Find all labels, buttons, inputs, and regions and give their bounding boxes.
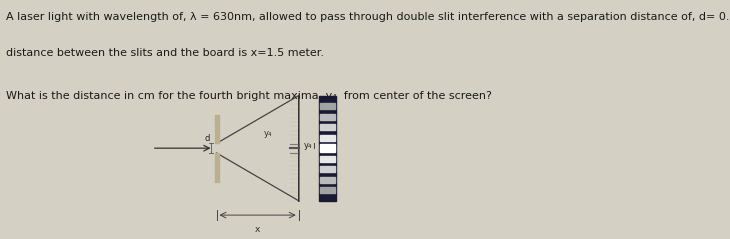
- Bar: [320, 156, 334, 162]
- Bar: [320, 103, 334, 109]
- Text: d: d: [205, 134, 210, 143]
- Text: A laser light with wavelength of, λ = 630nm, allowed to pass through double slit: A laser light with wavelength of, λ = 63…: [7, 12, 730, 22]
- Bar: [320, 124, 334, 130]
- Bar: [215, 115, 218, 143]
- Text: distance between the slits and the board is x=1.5 meter.: distance between the slits and the board…: [7, 48, 324, 58]
- Text: y₄: y₄: [304, 141, 312, 150]
- Bar: [320, 177, 334, 183]
- Text: y₄: y₄: [264, 129, 272, 138]
- Text: What is the distance in cm for the fourth bright maxima, y₄  from center of the : What is the distance in cm for the fourt…: [7, 91, 492, 101]
- Bar: [320, 114, 334, 120]
- Text: x: x: [255, 225, 261, 234]
- Bar: [215, 153, 218, 182]
- Bar: [320, 187, 334, 193]
- Bar: [320, 144, 334, 152]
- Bar: [320, 166, 334, 172]
- Bar: [318, 96, 336, 201]
- Bar: [320, 135, 334, 141]
